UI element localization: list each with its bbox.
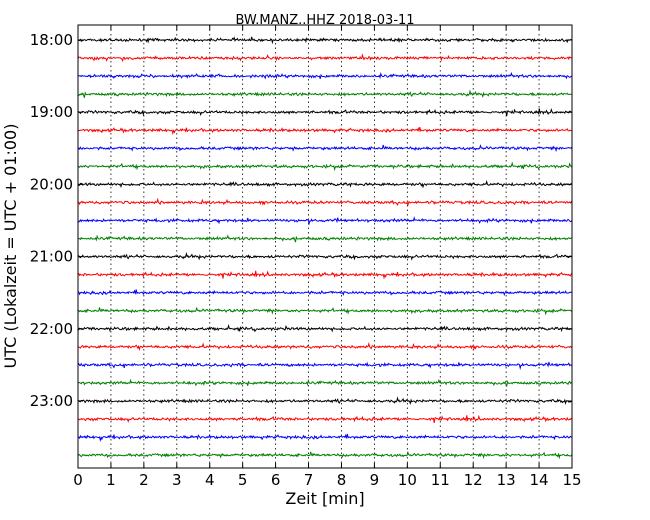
y-tick-label: 19:00 <box>30 103 73 121</box>
y-tick-label: 18:00 <box>30 31 73 49</box>
seismic-trace-2030 <box>77 216 573 226</box>
x-tick-label: 12 <box>464 471 483 489</box>
plot-frame <box>77 24 573 469</box>
x-tick-label: 14 <box>530 471 549 489</box>
seismic-trace-2015 <box>77 197 573 207</box>
x-tick-label: 9 <box>370 471 380 489</box>
x-tick-label: 13 <box>497 471 516 489</box>
axis-ticks: 0 1 2 3 4 5 6 7 8 9 10 11 12 13 14 1518:0019:0020:0021:… <box>30 25 582 489</box>
seismic-trace-2345 <box>77 450 573 460</box>
seismic-trace-2115 <box>77 270 573 280</box>
y-tick-label: 21:00 <box>30 248 73 266</box>
seismic-trace-2145 <box>77 306 573 316</box>
y-tick-label: 23:00 <box>30 392 73 410</box>
seismic-trace-2000 <box>77 179 573 189</box>
seismic-trace-2130 <box>77 289 573 297</box>
seismic-trace-1945 <box>77 161 573 172</box>
seismic-trace-1930 <box>77 144 573 153</box>
x-tick-label: 3 <box>172 471 182 489</box>
seismic-trace-2100 <box>77 251 573 261</box>
x-tick-label: 5 <box>238 471 248 489</box>
seismic-trace-1815 <box>77 53 573 63</box>
seismic-trace-2230 <box>77 361 573 370</box>
seismic-trace-2215 <box>77 341 573 352</box>
x-tick-label: 2 <box>139 471 149 489</box>
x-axis-label: Zeit [min] <box>285 489 364 508</box>
seismic-trace-1800 <box>77 36 573 45</box>
seismic-trace-2045 <box>77 234 573 243</box>
x-tick-label: 10 <box>398 471 417 489</box>
x-tick-label: 6 <box>271 471 281 489</box>
y-tick-label: 22:00 <box>30 320 73 338</box>
y-axis-label: UTC (Lokalzeit = UTC + 01:00) <box>1 124 20 369</box>
seismic-trace-1900 <box>77 107 573 117</box>
y-tick-label: 20:00 <box>30 175 73 193</box>
seismic-trace-1830 <box>77 71 573 80</box>
seismic-traces <box>77 36 573 460</box>
grid-lines <box>110 25 540 468</box>
chart-title: BW.MANZ..HHZ 2018-03-11 <box>235 13 414 28</box>
x-tick-label: 11 <box>431 471 450 489</box>
seismic-trace-1915 <box>77 126 573 136</box>
x-tick-label: 15 <box>562 471 581 489</box>
seismic-trace-2300 <box>77 396 573 405</box>
x-tick-label: 8 <box>337 471 347 489</box>
seismic-trace-2245 <box>77 378 573 387</box>
seismic-trace-2330 <box>77 433 573 442</box>
seismic-trace-2315 <box>77 414 573 424</box>
x-tick-label: 1 <box>106 471 116 489</box>
x-tick-label: 7 <box>304 471 314 489</box>
seismic-trace-2200 <box>77 323 573 333</box>
seismic-trace-1845 <box>77 89 573 98</box>
x-tick-label: 0 <box>73 471 83 489</box>
x-tick-label: 4 <box>205 471 215 489</box>
